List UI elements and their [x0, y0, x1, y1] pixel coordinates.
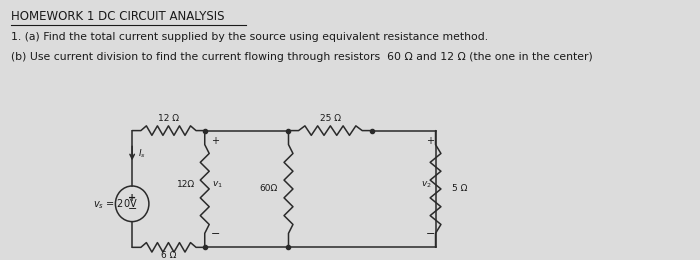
Text: −: −: [211, 230, 220, 239]
Text: $v_1$: $v_1$: [212, 180, 223, 190]
Text: (b) Use current division to find the current flowing through resistors  60 Ω and: (b) Use current division to find the cur…: [11, 53, 593, 62]
Text: +: +: [211, 136, 219, 146]
Text: +: +: [128, 193, 136, 203]
Text: 60Ω: 60Ω: [259, 184, 277, 193]
Text: −: −: [426, 230, 435, 239]
Text: HOMEWORK 1 DC CIRCUIT ANALYSIS: HOMEWORK 1 DC CIRCUIT ANALYSIS: [11, 10, 225, 23]
Text: 25 Ω: 25 Ω: [320, 114, 341, 123]
Text: $I_s$: $I_s$: [138, 147, 146, 160]
Text: −: −: [127, 204, 136, 214]
Text: 6 Ω: 6 Ω: [161, 251, 176, 260]
Text: +: +: [426, 136, 434, 146]
Text: 1. (a) Find the total current supplied by the source using equivalent resistance: 1. (a) Find the total current supplied b…: [11, 32, 489, 42]
Text: 12 Ω: 12 Ω: [158, 114, 179, 123]
Text: $v_s$ = 20V: $v_s$ = 20V: [93, 197, 138, 211]
Text: $v_2$: $v_2$: [421, 180, 431, 190]
Text: 5 Ω: 5 Ω: [452, 184, 468, 193]
Text: 12Ω: 12Ω: [177, 179, 195, 188]
